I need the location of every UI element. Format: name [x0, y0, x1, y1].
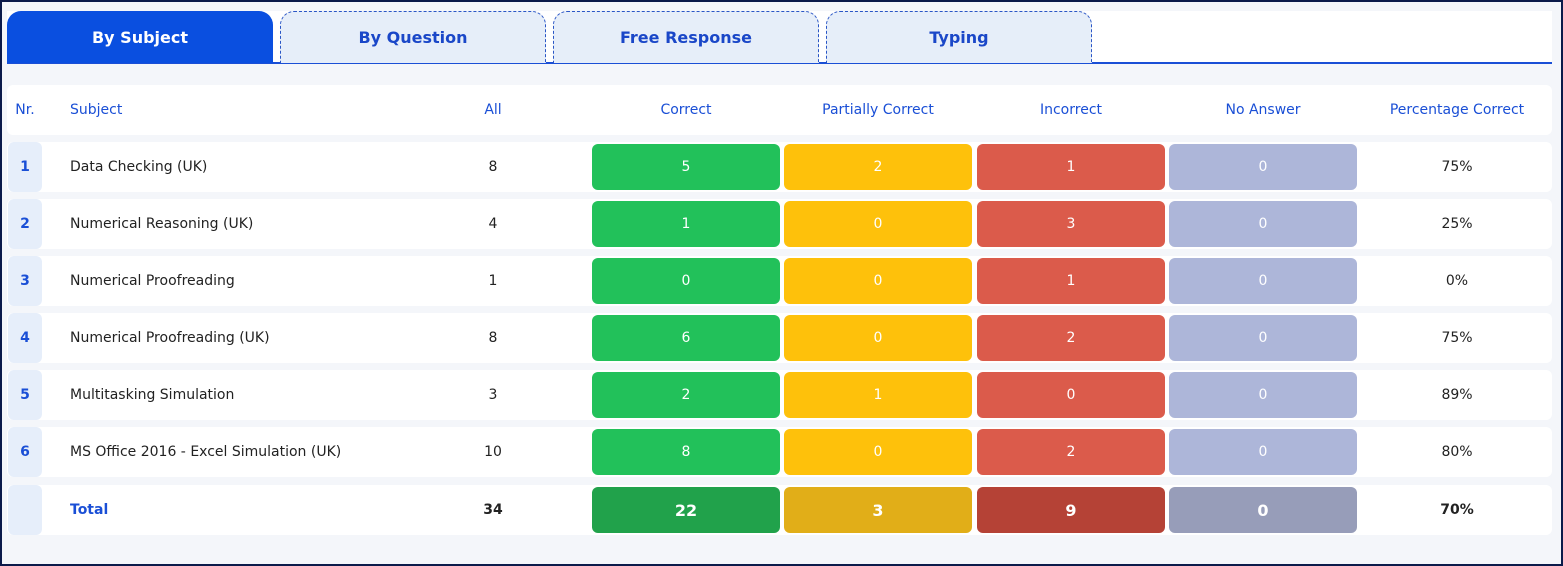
- row-all-count: 1: [488, 273, 498, 289]
- header-correct: Correct: [660, 102, 712, 118]
- row-percentage-correct: 0%: [1445, 273, 1469, 289]
- header-incorrect: Incorrect: [1039, 102, 1103, 118]
- table-row: 4 Numerical Proofreading (UK) 8 6 0 2 0 75%: [7, 313, 1552, 363]
- row-percentage-correct: 75%: [1441, 330, 1473, 346]
- row-number: 1: [8, 142, 42, 192]
- row-percentage-correct: 80%: [1441, 444, 1473, 460]
- row-subject: Numerical Proofreading (UK): [70, 330, 270, 346]
- table-total-row: Total 34 22 3 9 0 70%: [7, 485, 1552, 535]
- correct-badge: 6: [592, 315, 780, 361]
- tab-by-subject[interactable]: By Subject: [7, 11, 273, 63]
- header-partially-correct: Partially Correct: [822, 102, 934, 118]
- partially-correct-badge: 1: [784, 372, 972, 418]
- row-number: 3: [8, 256, 42, 306]
- table-row: 6 MS Office 2016 - Excel Simulation (UK) 1…: [7, 427, 1552, 477]
- incorrect-badge: 1: [977, 258, 1165, 304]
- incorrect-badge: 3: [977, 201, 1165, 247]
- correct-badge: 8: [592, 429, 780, 475]
- total-incorrect-badge: 9: [977, 487, 1165, 533]
- row-number: 2: [8, 199, 42, 249]
- total-no-answer-badge: 0: [1169, 487, 1357, 533]
- total-percentage: 70%: [1440, 502, 1474, 518]
- header-subject: Subject: [70, 102, 123, 118]
- incorrect-badge: 1: [977, 144, 1165, 190]
- no-answer-badge: 0: [1169, 144, 1357, 190]
- tab-typing[interactable]: Typing: [826, 11, 1092, 63]
- row-number: 4: [8, 313, 42, 363]
- no-answer-badge: 0: [1169, 372, 1357, 418]
- table-row: 2 Numerical Reasoning (UK) 4 1 0 3 0 25%: [7, 199, 1552, 249]
- tab-bar: By Subject By Question Free Response Typ…: [7, 11, 1552, 64]
- partially-correct-badge: 0: [784, 201, 972, 247]
- no-answer-badge: 0: [1169, 201, 1357, 247]
- partially-correct-badge: 2: [784, 144, 972, 190]
- correct-badge: 2: [592, 372, 780, 418]
- row-all-count: 10: [484, 444, 502, 460]
- header-all: All: [484, 102, 502, 118]
- tab-free-response[interactable]: Free Response: [553, 11, 819, 63]
- header-nr: Nr.: [15, 102, 35, 118]
- total-label: Total: [70, 502, 109, 518]
- no-answer-badge: 0: [1169, 258, 1357, 304]
- incorrect-badge: 2: [977, 315, 1165, 361]
- row-number: 6: [8, 427, 42, 477]
- partially-correct-badge: 0: [784, 429, 972, 475]
- incorrect-badge: 0: [977, 372, 1165, 418]
- total-correct-badge: 22: [592, 487, 780, 533]
- row-percentage-correct: 25%: [1441, 216, 1473, 232]
- row-subject: Numerical Proofreading: [70, 273, 235, 289]
- incorrect-badge: 2: [977, 429, 1165, 475]
- table-header-row: Nr. Subject All Correct Partially Correc…: [7, 85, 1552, 135]
- header-percentage-correct: Percentage Correct: [1389, 102, 1525, 118]
- results-table: Nr. Subject All Correct Partially Correc…: [7, 65, 1552, 555]
- row-percentage-correct: 89%: [1441, 387, 1473, 403]
- row-all-count: 3: [488, 387, 498, 403]
- row-subject: Data Checking (UK): [70, 159, 208, 175]
- tab-by-question[interactable]: By Question: [280, 11, 546, 63]
- total-all: 34: [483, 502, 503, 518]
- row-all-count: 8: [488, 159, 498, 175]
- row-subject: Numerical Reasoning (UK): [70, 216, 254, 232]
- correct-badge: 1: [592, 201, 780, 247]
- row-number: 5: [8, 370, 42, 420]
- header-no-answer: No Answer: [1225, 102, 1301, 118]
- partially-correct-badge: 0: [784, 315, 972, 361]
- row-percentage-correct: 75%: [1441, 159, 1473, 175]
- row-all-count: 4: [488, 216, 498, 232]
- total-nr-cell: [8, 485, 42, 535]
- table-row: 3 Numerical Proofreading 1 0 0 1 0 0%: [7, 256, 1552, 306]
- partially-correct-badge: 0: [784, 258, 972, 304]
- total-partial-badge: 3: [784, 487, 972, 533]
- row-subject: Multitasking Simulation: [70, 387, 235, 403]
- correct-badge: 5: [592, 144, 780, 190]
- no-answer-badge: 0: [1169, 315, 1357, 361]
- table-row: 1 Data Checking (UK) 8 5 2 1 0 75%: [7, 142, 1552, 192]
- correct-badge: 0: [592, 258, 780, 304]
- table-row: 5 Multitasking Simulation 3 2 1 0 0 89%: [7, 370, 1552, 420]
- row-subject: MS Office 2016 - Excel Simulation (UK): [70, 444, 342, 460]
- no-answer-badge: 0: [1169, 429, 1357, 475]
- row-all-count: 8: [488, 330, 498, 346]
